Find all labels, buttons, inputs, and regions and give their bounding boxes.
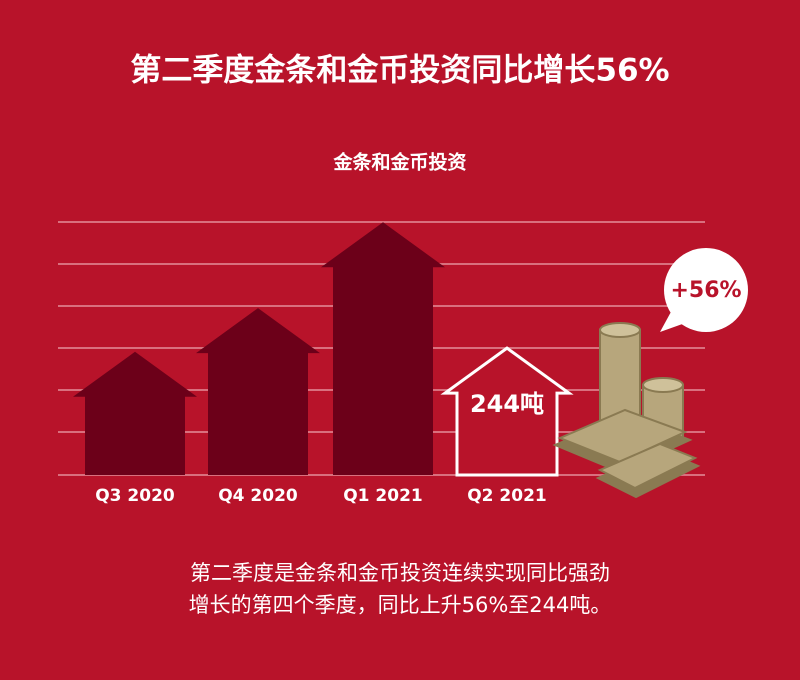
coin-stack — [599, 329, 641, 426]
bar — [73, 351, 197, 475]
bars: Q3 2020 Q4 2020 Q1 2021 244吨 Q2 2021 — [73, 222, 574, 506]
gold-icon — [552, 322, 701, 499]
x-tick-label: Q4 2020 — [218, 486, 298, 506]
value-label: 244吨 — [470, 390, 544, 418]
gold-bar — [597, 442, 698, 490]
coin-top — [599, 322, 641, 338]
badge-bubble — [664, 248, 748, 332]
caption-line: 第二季度是金条和金币投资连续实现同比强劲 — [190, 561, 610, 585]
badge-tail — [660, 310, 688, 332]
badge-text: +56% — [670, 278, 741, 303]
coin-top — [642, 377, 684, 393]
bar — [321, 222, 445, 475]
chart-title: 第二季度金条和金币投资同比增长56% — [130, 53, 669, 89]
bar — [440, 346, 574, 477]
x-tick-label: Q2 2021 — [467, 486, 547, 506]
bar — [196, 308, 320, 475]
chart-subtitle: 金条和金币投资 — [332, 151, 466, 174]
gold-bar — [557, 408, 688, 464]
caption-line: 增长的第四个季度，同比上升56%至244吨。 — [189, 593, 612, 617]
x-tick-label: Q3 2020 — [95, 486, 175, 506]
badge: +56% — [660, 248, 748, 332]
x-tick-label: Q1 2021 — [343, 486, 423, 506]
